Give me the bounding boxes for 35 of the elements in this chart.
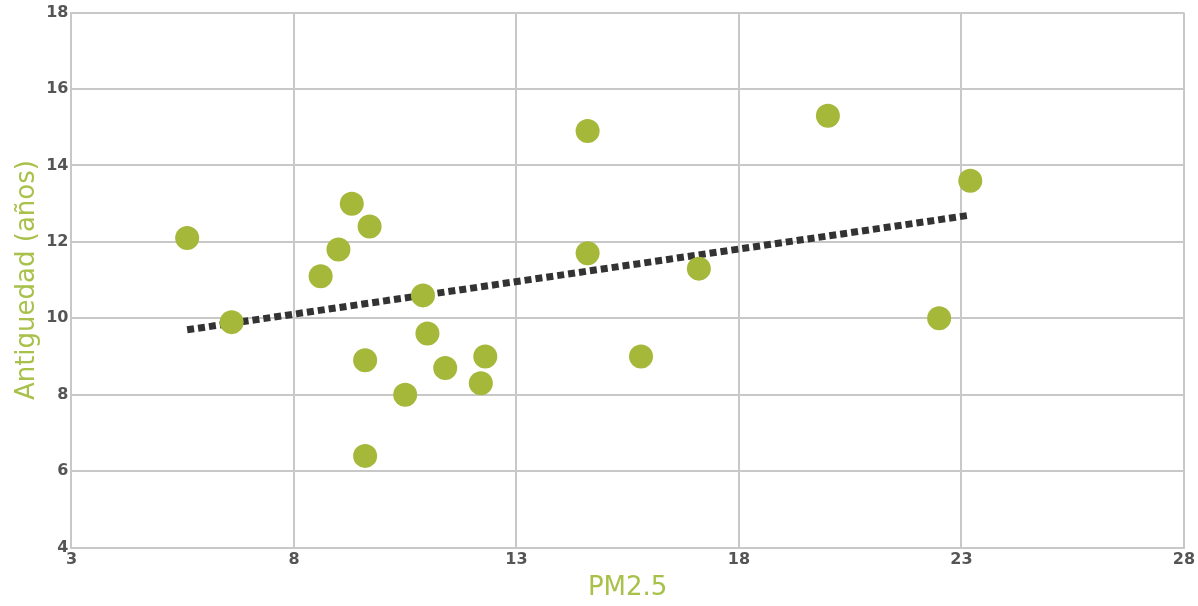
- point: [415, 321, 440, 346]
- point: [433, 355, 458, 380]
- x-tick-label: 28: [1172, 549, 1195, 569]
- x-tick-label: 13: [505, 549, 528, 569]
- y-tick-label: 10: [46, 307, 69, 327]
- point: [353, 348, 378, 373]
- point: [353, 443, 378, 468]
- point: [326, 237, 351, 262]
- point: [575, 241, 600, 266]
- point: [357, 214, 382, 239]
- y-tick-label: 6: [57, 460, 69, 480]
- point: [219, 310, 244, 335]
- point: [473, 344, 498, 369]
- x-axis-title: PM2.5: [587, 571, 668, 602]
- point: [629, 344, 654, 369]
- point: [686, 256, 711, 281]
- point: [339, 191, 364, 216]
- x-tick-label: 8: [288, 549, 300, 569]
- point: [927, 306, 952, 331]
- x-tick-label: 23: [950, 549, 973, 569]
- point: [175, 226, 200, 251]
- point: [308, 264, 333, 289]
- point: [815, 103, 840, 128]
- y-tick-label: 16: [46, 78, 69, 98]
- point: [393, 382, 418, 407]
- y-tick-label: 8: [57, 383, 69, 403]
- point: [468, 371, 493, 396]
- point: [410, 283, 435, 308]
- y-tick-label: 14: [46, 154, 69, 174]
- y-axis-title: Antiguedad (años): [10, 160, 41, 401]
- x-tick-label: 18: [727, 549, 751, 569]
- point: [575, 119, 600, 144]
- y-tick-label: 18: [46, 1, 69, 21]
- point: [958, 168, 983, 193]
- y-tick-label: 12: [46, 231, 69, 251]
